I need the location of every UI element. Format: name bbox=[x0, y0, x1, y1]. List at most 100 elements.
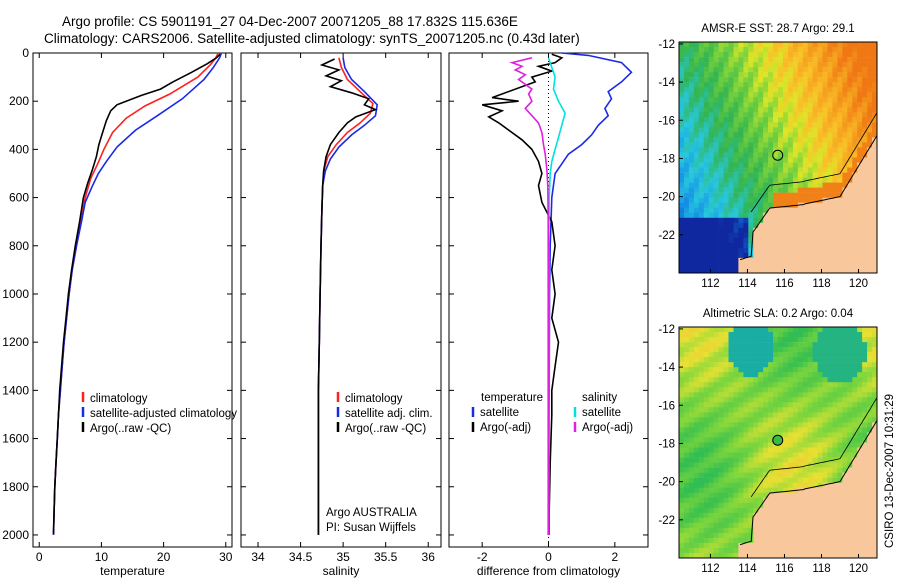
map-cell bbox=[837, 162, 843, 168]
map-cell bbox=[832, 227, 838, 234]
map-cell bbox=[768, 402, 774, 408]
map-cell bbox=[718, 82, 724, 88]
map-cell bbox=[807, 332, 813, 338]
map-cell bbox=[832, 122, 838, 128]
map-cell bbox=[688, 517, 695, 524]
map-cell bbox=[872, 222, 878, 229]
map-cell bbox=[684, 162, 690, 168]
map-cell bbox=[847, 247, 853, 254]
map-cell bbox=[743, 122, 749, 128]
map-cell bbox=[797, 337, 804, 343]
map-cell bbox=[718, 532, 724, 539]
map-cell bbox=[822, 72, 828, 78]
map-cell bbox=[852, 442, 858, 448]
map-cell bbox=[797, 507, 804, 514]
map-cell bbox=[753, 437, 759, 443]
map-cell bbox=[797, 137, 804, 143]
map-cell bbox=[718, 207, 724, 213]
map-cell bbox=[738, 242, 744, 249]
map-cell bbox=[832, 548, 838, 554]
map-cell bbox=[748, 57, 754, 63]
map-cell bbox=[703, 42, 710, 48]
map-cell bbox=[847, 367, 853, 373]
map-cell bbox=[679, 152, 685, 158]
map-cell bbox=[827, 207, 833, 213]
map-cell bbox=[684, 332, 690, 338]
map-cell bbox=[688, 42, 695, 48]
map-cell bbox=[807, 542, 813, 549]
map-cell bbox=[738, 372, 744, 378]
map-cell bbox=[862, 477, 868, 483]
map-cell bbox=[684, 352, 690, 358]
map-cell bbox=[807, 257, 813, 264]
map-cell bbox=[807, 162, 813, 168]
map-cell bbox=[703, 402, 710, 408]
map-cell bbox=[753, 432, 759, 438]
map-cell bbox=[718, 377, 724, 383]
map-cell bbox=[787, 92, 794, 98]
map-cell bbox=[872, 157, 878, 163]
map-cell bbox=[822, 497, 828, 503]
map-cell bbox=[832, 72, 838, 78]
map-cell bbox=[688, 187, 695, 193]
map-cell bbox=[807, 92, 813, 98]
map-cell bbox=[842, 542, 848, 549]
map-cell bbox=[684, 327, 690, 333]
map-cell bbox=[698, 447, 705, 453]
map-cell bbox=[708, 57, 714, 63]
map-cell bbox=[862, 332, 868, 338]
map-cell bbox=[743, 42, 749, 48]
map-cell bbox=[862, 162, 868, 168]
map-cell bbox=[792, 477, 799, 483]
map-cell bbox=[743, 187, 749, 193]
map-cell bbox=[872, 387, 878, 393]
map-cell bbox=[753, 207, 759, 213]
map-cell bbox=[679, 382, 685, 388]
map-cell bbox=[708, 162, 714, 168]
map-cell bbox=[852, 392, 858, 398]
map-cell bbox=[787, 502, 794, 509]
map-cell bbox=[797, 512, 804, 519]
map-cell bbox=[857, 548, 863, 554]
map-cell bbox=[713, 372, 719, 378]
map-cell bbox=[684, 268, 690, 274]
map-cell bbox=[852, 342, 858, 348]
map-cell bbox=[718, 372, 724, 378]
map-cell bbox=[733, 263, 739, 269]
map-cell bbox=[748, 553, 754, 559]
map-cell bbox=[698, 107, 705, 113]
map-cell bbox=[812, 247, 818, 254]
map-cell bbox=[703, 152, 710, 158]
map-cell bbox=[703, 553, 710, 559]
map-cell bbox=[708, 517, 714, 524]
map-cell bbox=[842, 77, 848, 83]
map-cell bbox=[847, 52, 853, 58]
map-cell bbox=[792, 217, 799, 224]
map-cell bbox=[792, 107, 799, 113]
map-cell bbox=[733, 102, 739, 108]
map-cell bbox=[867, 377, 873, 383]
map-cell bbox=[748, 407, 754, 413]
map-cell bbox=[768, 222, 774, 229]
map-cell bbox=[763, 467, 769, 473]
map-cell bbox=[787, 467, 794, 473]
map-x-tick-label: 112 bbox=[701, 563, 719, 575]
map-cell bbox=[827, 437, 833, 443]
map-cell bbox=[708, 212, 714, 218]
map-cell bbox=[797, 147, 804, 153]
map-cell bbox=[847, 97, 853, 103]
map-cell bbox=[773, 502, 779, 509]
map-cell bbox=[748, 548, 754, 554]
map-cell bbox=[688, 72, 695, 78]
map-cell bbox=[802, 502, 809, 509]
map-cell bbox=[862, 442, 868, 448]
map-cell bbox=[758, 467, 764, 473]
map-cell bbox=[693, 157, 700, 163]
map-cell bbox=[852, 97, 858, 103]
map-cell bbox=[713, 482, 719, 488]
map-cell bbox=[713, 427, 719, 433]
map-cell bbox=[778, 147, 784, 153]
map-cell bbox=[684, 492, 690, 498]
map-cell bbox=[713, 537, 719, 544]
map-cell bbox=[802, 182, 809, 188]
